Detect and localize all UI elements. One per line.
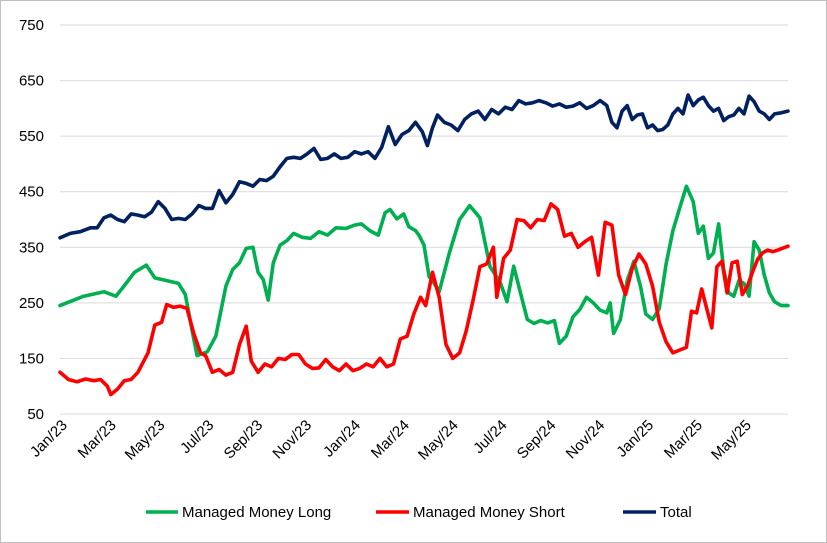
x-tick-label: Sep/23 [221,417,267,463]
x-tick-label: Nov/23 [269,417,315,463]
x-tick-label: May/25 [708,417,755,464]
legend-label-long: Managed Money Long [182,504,331,521]
legend-item-long: Managed Money Long [146,504,331,521]
legend-label-short: Managed Money Short [413,504,566,521]
legend: Managed Money Long Managed Money Short T… [146,504,692,521]
y-tick-label: 50 [27,406,44,423]
x-tick-label: Mar/24 [368,417,413,462]
x-tick-label: Jul/23 [177,417,217,457]
legend-item-short: Managed Money Short [376,504,566,521]
y-axis-ticks: 750 650 550 450 350 250 150 50 [19,17,44,423]
y-tick-label: 650 [19,73,44,90]
x-tick-label: Nov/24 [563,417,609,463]
y-tick-label: 350 [19,239,44,256]
x-tick-label: Jan/23 [27,417,71,461]
x-tick-label: Jan/24 [320,417,364,461]
gridlines [60,24,788,359]
x-tick-label: Jan/25 [613,417,657,461]
legend-item-total: Total [623,504,692,521]
x-tick-label: Sep/24 [514,417,560,463]
x-tick-label: Jul/24 [470,417,510,457]
series-line-total [58,93,790,240]
series-lines [58,93,790,397]
x-tick-label: Mar/25 [661,417,706,462]
legend-label-total: Total [660,504,692,521]
series-line-short [58,202,790,397]
y-tick-label: 750 [19,17,44,34]
y-tick-label: 250 [19,295,44,312]
y-tick-label: 150 [19,350,44,367]
x-tick-label: Mar/23 [75,417,120,462]
series-line-long [58,184,790,358]
y-tick-label: 550 [19,128,44,145]
x-axis-ticks: Jan/23 Mar/23 May/23 Jul/23 Sep/23 Nov/23 Jan/… [27,417,755,464]
x-tick-label: May/23 [122,417,169,464]
x-tick-label: May/24 [415,417,462,464]
y-tick-label: 450 [19,184,44,201]
